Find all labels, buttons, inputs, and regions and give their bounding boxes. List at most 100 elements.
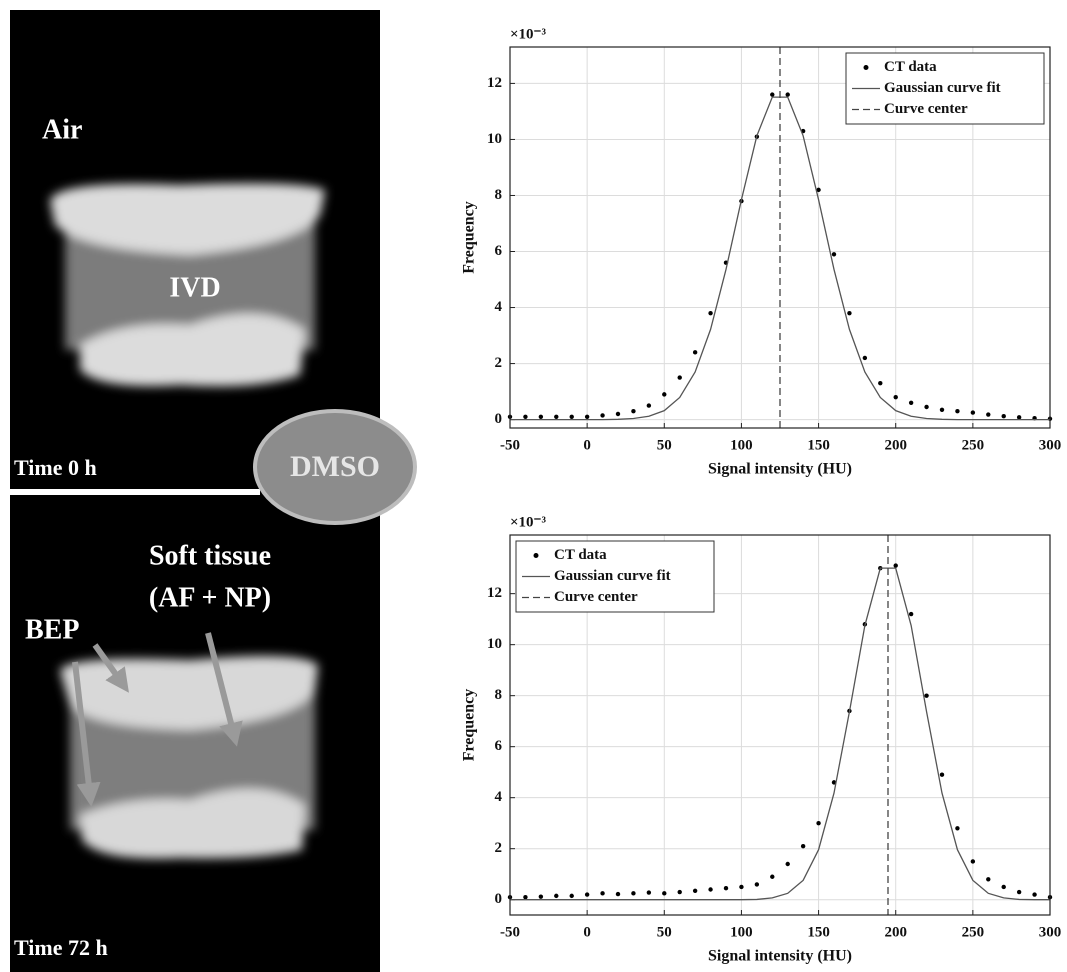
data-point xyxy=(940,408,944,412)
data-point xyxy=(724,886,728,890)
data-point xyxy=(863,356,867,360)
data-point xyxy=(894,395,898,399)
data-point xyxy=(678,890,682,894)
legend-label: Curve center xyxy=(884,101,968,117)
data-point xyxy=(986,877,990,881)
data-point xyxy=(647,403,651,407)
x-tick-label: 250 xyxy=(962,437,985,453)
x-tick-label: -50 xyxy=(500,924,520,940)
label-air: Air xyxy=(42,114,82,145)
y-tick-label: 12 xyxy=(487,75,502,91)
data-point xyxy=(1002,885,1006,889)
data-point xyxy=(1032,892,1036,896)
data-point xyxy=(647,890,651,894)
legend-label: Gaussian curve fit xyxy=(554,568,671,584)
y-tick-label: 0 xyxy=(495,411,503,427)
data-point xyxy=(631,409,635,413)
data-point xyxy=(786,862,790,866)
data-point xyxy=(662,891,666,895)
data-point xyxy=(816,821,820,825)
data-point xyxy=(585,892,589,896)
data-point xyxy=(570,894,574,898)
data-point xyxy=(770,92,774,96)
data-point xyxy=(770,875,774,879)
legend-label: Curve center xyxy=(554,589,638,605)
y-tick-label: 0 xyxy=(495,891,503,907)
ivd-bottom xyxy=(60,656,318,859)
legend-marker xyxy=(864,65,869,70)
data-point xyxy=(909,401,913,405)
data-point xyxy=(539,415,543,419)
data-point xyxy=(554,415,558,419)
data-point xyxy=(924,693,928,697)
data-point xyxy=(739,885,743,889)
y-tick-label: 6 xyxy=(495,738,503,754)
data-point xyxy=(708,311,712,315)
data-point xyxy=(971,410,975,414)
data-point xyxy=(1017,890,1021,894)
y-tick-label: 4 xyxy=(495,299,503,315)
fit-line xyxy=(510,568,1050,900)
data-point xyxy=(878,381,882,385)
x-tick-label: 100 xyxy=(730,924,753,940)
data-point xyxy=(1002,414,1006,418)
y-multiplier: ×10⁻³ xyxy=(510,514,546,530)
y-axis-label: Frequency xyxy=(461,689,478,762)
x-tick-label: 100 xyxy=(730,437,753,453)
data-point xyxy=(786,92,790,96)
data-point xyxy=(847,311,851,315)
label-soft-tissue: Soft tissue xyxy=(149,540,271,571)
data-point xyxy=(708,887,712,891)
y-tick-label: 10 xyxy=(487,636,502,652)
data-point xyxy=(924,405,928,409)
data-point xyxy=(894,563,898,567)
data-point xyxy=(693,889,697,893)
x-tick-label: 250 xyxy=(962,924,985,940)
data-point xyxy=(940,773,944,777)
page: {"image_labels": {"air": "Air", "ivd": "… xyxy=(0,0,1067,972)
label-bep: BEP xyxy=(25,614,79,645)
y-axis-label: Frequency xyxy=(461,201,478,274)
x-axis-label: Signal intensity (HU) xyxy=(708,948,852,965)
x-tick-label: -50 xyxy=(500,437,520,453)
x-tick-label: 300 xyxy=(1039,437,1062,453)
x-axis-label: Signal intensity (HU) xyxy=(708,461,852,478)
data-point xyxy=(539,894,543,898)
label-time: Time 72 h xyxy=(14,935,108,960)
x-tick-label: 0 xyxy=(583,924,591,940)
data-point xyxy=(616,892,620,896)
y-tick-label: 2 xyxy=(495,355,503,371)
x-tick-label: 150 xyxy=(807,437,830,453)
data-point xyxy=(801,844,805,848)
x-tick-label: 200 xyxy=(884,924,907,940)
y-tick-label: 12 xyxy=(487,585,502,601)
data-point xyxy=(955,409,959,413)
label-dmso: DMSO xyxy=(290,450,380,483)
data-point xyxy=(971,859,975,863)
data-point xyxy=(678,375,682,379)
x-tick-label: 0 xyxy=(583,437,591,453)
y-tick-label: 4 xyxy=(495,789,503,805)
y-tick-label: 2 xyxy=(495,840,503,856)
data-point xyxy=(616,412,620,416)
x-tick-label: 200 xyxy=(884,437,907,453)
legend-label: CT data xyxy=(554,547,607,563)
data-point xyxy=(600,891,604,895)
legend-marker xyxy=(534,553,539,558)
data-point xyxy=(523,895,527,899)
x-tick-label: 50 xyxy=(657,437,672,453)
data-point xyxy=(909,612,913,616)
y-tick-label: 10 xyxy=(487,131,502,147)
label-time: Time 0 h xyxy=(14,455,97,480)
data-point xyxy=(755,882,759,886)
y-multiplier: ×10⁻³ xyxy=(510,26,546,42)
data-point xyxy=(693,350,697,354)
data-point xyxy=(585,415,589,419)
ct-images: Air IVD Time 0 h DMSO Soft tissue (AF + … xyxy=(10,10,415,972)
legend-label: Gaussian curve fit xyxy=(884,80,1001,96)
legend: CT data Gaussian curve fit Curve center xyxy=(516,541,714,612)
data-point xyxy=(955,826,959,830)
